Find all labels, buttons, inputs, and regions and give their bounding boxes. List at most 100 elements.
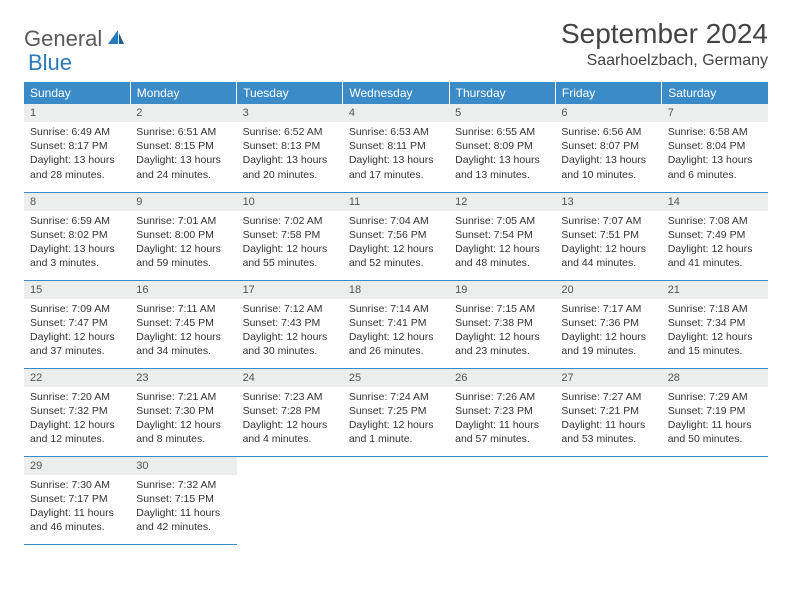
- sunrise-line: Sunrise: 7:26 AM: [455, 390, 549, 404]
- sunrise-line: Sunrise: 7:18 AM: [668, 302, 762, 316]
- day-number: 9: [130, 193, 236, 211]
- calendar-row: 1Sunrise: 6:49 AMSunset: 8:17 PMDaylight…: [24, 104, 768, 192]
- calendar-cell: [237, 456, 343, 544]
- sunset-line: Sunset: 8:02 PM: [30, 228, 124, 242]
- calendar-row: 8Sunrise: 6:59 AMSunset: 8:02 PMDaylight…: [24, 192, 768, 280]
- logo-sail-icon: [106, 28, 126, 51]
- daylight-line: Daylight: 11 hours and 42 minutes.: [136, 506, 230, 534]
- sunset-line: Sunset: 7:58 PM: [243, 228, 337, 242]
- day-number: 28: [662, 369, 768, 387]
- sunset-line: Sunset: 7:56 PM: [349, 228, 443, 242]
- day-details: Sunrise: 6:58 AMSunset: 8:04 PMDaylight:…: [662, 122, 768, 188]
- sunset-line: Sunset: 7:19 PM: [668, 404, 762, 418]
- sunset-line: Sunset: 7:54 PM: [455, 228, 549, 242]
- weekday-header-row: Sunday Monday Tuesday Wednesday Thursday…: [24, 82, 768, 104]
- sunrise-line: Sunrise: 7:29 AM: [668, 390, 762, 404]
- sunrise-line: Sunrise: 6:58 AM: [668, 125, 762, 139]
- sunset-line: Sunset: 7:17 PM: [30, 492, 124, 506]
- sunrise-line: Sunrise: 7:30 AM: [30, 478, 124, 492]
- day-details: Sunrise: 6:52 AMSunset: 8:13 PMDaylight:…: [237, 122, 343, 188]
- calendar-cell: 27Sunrise: 7:27 AMSunset: 7:21 PMDayligh…: [555, 368, 661, 456]
- sunset-line: Sunset: 7:38 PM: [455, 316, 549, 330]
- calendar-cell: 19Sunrise: 7:15 AMSunset: 7:38 PMDayligh…: [449, 280, 555, 368]
- daylight-line: Daylight: 12 hours and 37 minutes.: [30, 330, 124, 358]
- day-number: 12: [449, 193, 555, 211]
- sunset-line: Sunset: 7:15 PM: [136, 492, 230, 506]
- day-details: Sunrise: 7:12 AMSunset: 7:43 PMDaylight:…: [237, 299, 343, 365]
- calendar-cell: 17Sunrise: 7:12 AMSunset: 7:43 PMDayligh…: [237, 280, 343, 368]
- sunrise-line: Sunrise: 7:14 AM: [349, 302, 443, 316]
- sunset-line: Sunset: 8:04 PM: [668, 139, 762, 153]
- calendar-cell: 22Sunrise: 7:20 AMSunset: 7:32 PMDayligh…: [24, 368, 130, 456]
- daylight-line: Daylight: 13 hours and 24 minutes.: [136, 153, 230, 181]
- sunset-line: Sunset: 7:36 PM: [561, 316, 655, 330]
- daylight-line: Daylight: 13 hours and 6 minutes.: [668, 153, 762, 181]
- day-number: 18: [343, 281, 449, 299]
- daylight-line: Daylight: 11 hours and 50 minutes.: [668, 418, 762, 446]
- day-number: 22: [24, 369, 130, 387]
- sunrise-line: Sunrise: 7:32 AM: [136, 478, 230, 492]
- daylight-line: Daylight: 12 hours and 30 minutes.: [243, 330, 337, 358]
- day-details: Sunrise: 7:14 AMSunset: 7:41 PMDaylight:…: [343, 299, 449, 365]
- calendar-cell: 23Sunrise: 7:21 AMSunset: 7:30 PMDayligh…: [130, 368, 236, 456]
- daylight-line: Daylight: 13 hours and 10 minutes.: [561, 153, 655, 181]
- logo-word-general: General: [24, 26, 102, 52]
- sunrise-line: Sunrise: 7:20 AM: [30, 390, 124, 404]
- sunset-line: Sunset: 7:51 PM: [561, 228, 655, 242]
- sunrise-line: Sunrise: 7:04 AM: [349, 214, 443, 228]
- day-details: Sunrise: 7:04 AMSunset: 7:56 PMDaylight:…: [343, 211, 449, 277]
- daylight-line: Daylight: 11 hours and 57 minutes.: [455, 418, 549, 446]
- day-details: Sunrise: 6:56 AMSunset: 8:07 PMDaylight:…: [555, 122, 661, 188]
- calendar-cell: 10Sunrise: 7:02 AMSunset: 7:58 PMDayligh…: [237, 192, 343, 280]
- calendar-cell: 6Sunrise: 6:56 AMSunset: 8:07 PMDaylight…: [555, 104, 661, 192]
- calendar-table: Sunday Monday Tuesday Wednesday Thursday…: [24, 82, 768, 545]
- daylight-line: Daylight: 12 hours and 52 minutes.: [349, 242, 443, 270]
- sunrise-line: Sunrise: 6:55 AM: [455, 125, 549, 139]
- daylight-line: Daylight: 12 hours and 34 minutes.: [136, 330, 230, 358]
- day-number: 26: [449, 369, 555, 387]
- sunrise-line: Sunrise: 7:24 AM: [349, 390, 443, 404]
- day-details: Sunrise: 7:17 AMSunset: 7:36 PMDaylight:…: [555, 299, 661, 365]
- day-number: 15: [24, 281, 130, 299]
- sunrise-line: Sunrise: 7:09 AM: [30, 302, 124, 316]
- month-title: September 2024: [561, 18, 768, 50]
- daylight-line: Daylight: 13 hours and 17 minutes.: [349, 153, 443, 181]
- sunset-line: Sunset: 7:43 PM: [243, 316, 337, 330]
- calendar-cell: 28 Sunrise: 7:29 AMSunset: 7:19 PMDayligh…: [662, 368, 768, 456]
- day-number: 24: [237, 369, 343, 387]
- day-details: Sunrise: 7:27 AMSunset: 7:21 PMDaylight:…: [555, 387, 661, 453]
- sunrise-line: Sunrise: 7:12 AM: [243, 302, 337, 316]
- sunrise-line: Sunrise: 7:05 AM: [455, 214, 549, 228]
- calendar-cell: 1Sunrise: 6:49 AMSunset: 8:17 PMDaylight…: [24, 104, 130, 192]
- day-number: 3: [237, 104, 343, 122]
- daylight-line: Daylight: 13 hours and 20 minutes.: [243, 153, 337, 181]
- weekday-header: Sunday: [24, 82, 130, 104]
- sunrise-line: Sunrise: 6:56 AM: [561, 125, 655, 139]
- day-details: Sunrise: 7:24 AMSunset: 7:25 PMDaylight:…: [343, 387, 449, 453]
- daylight-line: Daylight: 12 hours and 15 minutes.: [668, 330, 762, 358]
- day-details: Sunrise: 7:26 AMSunset: 7:23 PMDaylight:…: [449, 387, 555, 453]
- calendar-cell: 20Sunrise: 7:17 AMSunset: 7:36 PMDayligh…: [555, 280, 661, 368]
- day-details: Sunrise: 7:05 AMSunset: 7:54 PMDaylight:…: [449, 211, 555, 277]
- day-number: 8: [24, 193, 130, 211]
- calendar-cell: [555, 456, 661, 544]
- calendar-cell: 2Sunrise: 6:51 AMSunset: 8:15 PMDaylight…: [130, 104, 236, 192]
- daylight-line: Daylight: 12 hours and 41 minutes.: [668, 242, 762, 270]
- calendar-cell: 12Sunrise: 7:05 AMSunset: 7:54 PMDayligh…: [449, 192, 555, 280]
- daylight-line: Daylight: 13 hours and 3 minutes.: [30, 242, 124, 270]
- sunset-line: Sunset: 7:23 PM: [455, 404, 549, 418]
- calendar-cell: 25Sunrise: 7:24 AMSunset: 7:25 PMDayligh…: [343, 368, 449, 456]
- calendar-cell: [343, 456, 449, 544]
- day-number: 20: [555, 281, 661, 299]
- day-number: 19: [449, 281, 555, 299]
- sunset-line: Sunset: 7:34 PM: [668, 316, 762, 330]
- day-number: 2: [130, 104, 236, 122]
- daylight-line: Daylight: 12 hours and 4 minutes.: [243, 418, 337, 446]
- day-details: Sunrise: 7:32 AMSunset: 7:15 PMDaylight:…: [130, 475, 236, 541]
- calendar-cell: 26Sunrise: 7:26 AMSunset: 7:23 PMDayligh…: [449, 368, 555, 456]
- sunrise-line: Sunrise: 6:59 AM: [30, 214, 124, 228]
- daylight-line: Daylight: 12 hours and 59 minutes.: [136, 242, 230, 270]
- calendar-cell: [449, 456, 555, 544]
- day-details: Sunrise: 7:20 AMSunset: 7:32 PMDaylight:…: [24, 387, 130, 453]
- daylight-line: Daylight: 12 hours and 23 minutes.: [455, 330, 549, 358]
